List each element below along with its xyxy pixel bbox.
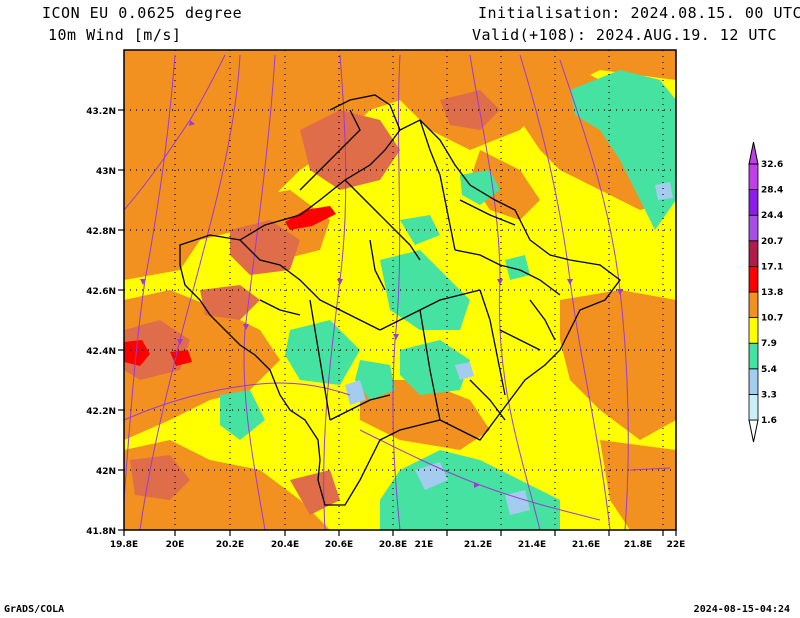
- calm-areas: [220, 70, 676, 530]
- lat-label: 42N: [96, 467, 116, 477]
- colorbar-segment: [748, 214, 759, 242]
- colorbar-segment: [748, 240, 759, 267]
- footer-right: 2024-08-15-04:24: [693, 604, 790, 615]
- lon-label: 20.2E: [216, 540, 244, 550]
- field-title: 10m Wind [m/s]: [48, 26, 182, 44]
- weak-wind-spots: [345, 182, 673, 515]
- lon-label: 20.6E: [325, 540, 353, 550]
- lat-label: 42.2N: [86, 407, 116, 417]
- lat-label: 42.4N: [86, 347, 116, 357]
- valid-time: Valid(+108): 2024.AUG.19. 12 UTC: [472, 26, 777, 44]
- colorbar-segment: [748, 317, 759, 344]
- lon-label: 22E: [667, 540, 686, 550]
- lon-label: 21E: [415, 540, 434, 550]
- colorbar-label: 24.4: [761, 211, 783, 221]
- colorbar-segment: [748, 163, 759, 191]
- wind-field: [124, 50, 676, 530]
- colorbar-label: 28.4: [761, 186, 783, 196]
- lat-label: 43.2N: [86, 107, 116, 117]
- lat-label: 43N: [96, 167, 116, 177]
- colorbar-segment: [748, 265, 759, 293]
- colorbar-top-arrow: [748, 141, 759, 165]
- colorbar-segment: [748, 393, 759, 421]
- colorbar-label: 10.7: [761, 314, 783, 324]
- streamline-arrows: [140, 120, 623, 488]
- colorbar-label: 13.8: [761, 288, 783, 298]
- lat-tick-labels: 43.2N 43N 42.8N 42.6N 42.4N 42.2N 42N 41…: [86, 107, 116, 537]
- colorbar-label: 20.7: [761, 237, 783, 247]
- colorbar-label: 5.4: [761, 365, 777, 375]
- footer-left: GrADS/COLA: [4, 604, 65, 615]
- lon-label: 21.8E: [624, 540, 652, 550]
- colorbar-segment: [748, 342, 759, 370]
- lon-label: 20E: [166, 540, 185, 550]
- lon-label: 21.6E: [572, 540, 600, 550]
- lon-label: 21.4E: [518, 540, 546, 550]
- model-title: ICON EU 0.0625 degree: [42, 4, 243, 22]
- lon-label: 20.4E: [271, 540, 299, 550]
- colorbar: 1.6 3.3 5.4 7.9 10.7 13.8 17.1 20.7 24.4 28.4 32.6: [748, 141, 783, 443]
- axis-ticks: [118, 109, 677, 536]
- colorbar-label: 32.6: [761, 160, 783, 170]
- lon-label: 19.8E: [110, 540, 138, 550]
- borders: [179, 94, 621, 506]
- lat-label: 42.6N: [86, 287, 116, 297]
- lon-label: 21.2E: [464, 540, 492, 550]
- colorbar-label: 1.6: [761, 416, 777, 426]
- colorbar-bottom-arrow: [748, 419, 759, 443]
- colorbar-label: 3.3: [761, 390, 777, 400]
- lon-label: 20.8E: [379, 540, 407, 550]
- lat-label: 42.8N: [86, 227, 116, 237]
- colorbar-label: 7.9: [761, 339, 777, 349]
- colorbar-label: 17.1: [761, 262, 783, 272]
- colorbar-segment: [748, 189, 759, 216]
- colorbar-segment: [748, 368, 759, 395]
- colorbar-segment: [748, 291, 759, 319]
- init-time: Initialisation: 2024.08.15. 00 UTC: [478, 4, 800, 22]
- lat-label: 41.8N: [86, 527, 116, 537]
- lon-tick-labels: 19.8E 20E 20.2E 20.4E 20.6E 20.8E 21E 21…: [110, 540, 686, 550]
